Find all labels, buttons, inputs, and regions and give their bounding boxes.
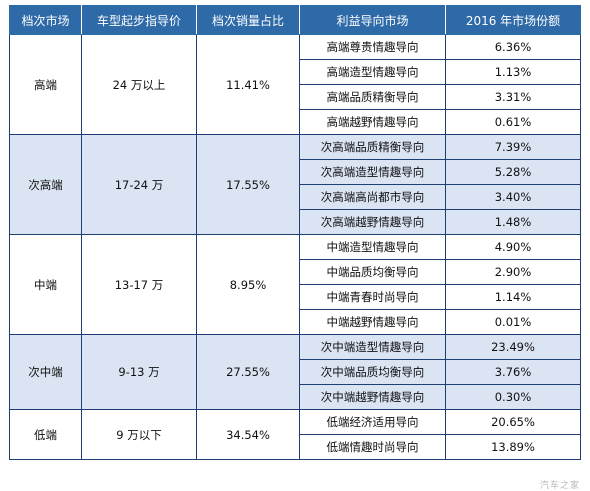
segment-cell: 次高端 — [9, 134, 82, 235]
interest-market-cell: 中端青春时尚导向 — [299, 284, 446, 310]
share-cell: 34.54% — [196, 409, 300, 460]
interest-market-cell: 高端造型情趣导向 — [299, 59, 446, 85]
market-share-cell: 0.30% — [445, 384, 581, 410]
segment-cell: 高端 — [9, 34, 82, 135]
table-row: 低端情趣时尚导向 13.89% — [10, 434, 581, 460]
price-cell: 17-24 万 — [81, 134, 197, 235]
interest-market-cell: 次高端越野情趣导向 — [299, 209, 446, 235]
header-row: 档次市场 车型起步指导价 档次销量占比 利益导向市场 2016 年市场份额 — [9, 5, 581, 35]
interest-market-cell: 次中端品质均衡导向 — [299, 359, 446, 385]
header-market-share-2016: 2016 年市场份额 — [445, 5, 581, 35]
watermark-text: 汽车之家 — [540, 481, 581, 491]
price-cell: 24 万以上 — [81, 34, 197, 135]
market-share-cell: 1.14% — [445, 284, 581, 310]
market-share-table: 档次市场 车型起步指导价 档次销量占比 利益导向市场 2016 年市场份额 高端… — [9, 5, 581, 460]
market-share-cell: 0.61% — [445, 109, 581, 135]
segment-cell: 次中端 — [9, 334, 82, 410]
market-share-cell: 6.36% — [445, 34, 581, 60]
share-cell: 8.95% — [196, 234, 300, 335]
header-interest-market: 利益导向市场 — [299, 5, 446, 35]
interest-market-cell: 中端越野情趣导向 — [299, 309, 446, 335]
segment-cell: 中端 — [9, 234, 82, 335]
market-share-cell: 2.90% — [445, 259, 581, 285]
interest-market-cell: 次中端造型情趣导向 — [299, 334, 446, 360]
table-row: 低端 9 万以下 34.54% 低端经济适用导向 20.65% — [9, 409, 581, 460]
market-share-cell: 3.76% — [445, 359, 581, 385]
interest-market-cell: 低端情趣时尚导向 — [299, 434, 446, 460]
table-body: 高端 24 万以上 11.41% 高端尊贵情趣导向 6.36% 高端造型情趣导向 1.13%… — [9, 34, 581, 460]
table-row: 中端 13-17 万 8.95% 中端造型情趣导向 4.90% — [9, 234, 581, 335]
interest-market-cell: 次高端高尚都市导向 — [299, 184, 446, 210]
share-cell: 17.55% — [196, 134, 300, 235]
interest-market-cell: 次高端品质精衡导向 — [299, 134, 446, 160]
table-row: 高端品质精衡导向 3.31% — [10, 84, 581, 110]
interest-market-cell: 高端尊贵情趣导向 — [299, 34, 446, 60]
price-cell: 9-13 万 — [81, 334, 197, 410]
table-row: 中端品质均衡导向 2.90% — [10, 259, 581, 285]
table-row: 中端越野情趣导向 0.01% — [10, 309, 581, 335]
table-row: 次高端造型情趣导向 5.28% — [10, 159, 581, 185]
market-share-cell: 4.90% — [445, 234, 581, 260]
market-share-cell: 23.49% — [445, 334, 581, 360]
table-row: 次中端 9-13 万 27.55% 次中端造型情趣导向 23.49% — [9, 334, 581, 410]
price-cell: 9 万以下 — [81, 409, 197, 460]
market-share-cell: 7.39% — [445, 134, 581, 160]
header-segment: 档次市场 — [9, 5, 82, 35]
market-share-cell: 1.13% — [445, 59, 581, 85]
table-row: 次高端高尚都市导向 3.40% — [10, 184, 581, 210]
interest-market-cell: 中端造型情趣导向 — [299, 234, 446, 260]
header-start-price: 车型起步指导价 — [81, 5, 197, 35]
share-cell: 11.41% — [196, 34, 300, 135]
table-row: 高端造型情趣导向 1.13% — [10, 59, 581, 85]
market-share-cell: 3.31% — [445, 84, 581, 110]
segment-cell: 低端 — [9, 409, 82, 460]
market-share-cell: 20.65% — [445, 409, 581, 435]
market-share-cell: 3.40% — [445, 184, 581, 210]
market-share-cell: 5.28% — [445, 159, 581, 185]
table-row: 次中端品质均衡导向 3.76% — [10, 359, 581, 385]
market-share-cell: 1.48% — [445, 209, 581, 235]
share-cell: 27.55% — [196, 334, 300, 410]
table-row: 次高端越野情趣导向 1.48% — [10, 209, 581, 235]
interest-market-cell: 次中端越野情趣导向 — [299, 384, 446, 410]
market-share-table-container: 档次市场 车型起步指导价 档次销量占比 利益导向市场 2016 年市场份额 高端… — [9, 5, 581, 460]
interest-market-cell: 低端经济适用导向 — [299, 409, 446, 435]
table-row: 次高端 17-24 万 17.55% 次高端品质精衡导向 7.39% — [9, 134, 581, 235]
table-row: 高端 24 万以上 11.41% 高端尊贵情趣导向 6.36% — [9, 34, 581, 135]
interest-market-cell: 高端品质精衡导向 — [299, 84, 446, 110]
header-segment-share: 档次销量占比 — [196, 5, 300, 35]
table-row: 高端越野情趣导向 0.61% — [10, 109, 581, 135]
interest-market-cell: 中端品质均衡导向 — [299, 259, 446, 285]
interest-market-cell: 次高端造型情趣导向 — [299, 159, 446, 185]
price-cell: 13-17 万 — [81, 234, 197, 335]
market-share-cell: 13.89% — [445, 434, 581, 460]
market-share-cell: 0.01% — [445, 309, 581, 335]
interest-market-cell: 高端越野情趣导向 — [299, 109, 446, 135]
